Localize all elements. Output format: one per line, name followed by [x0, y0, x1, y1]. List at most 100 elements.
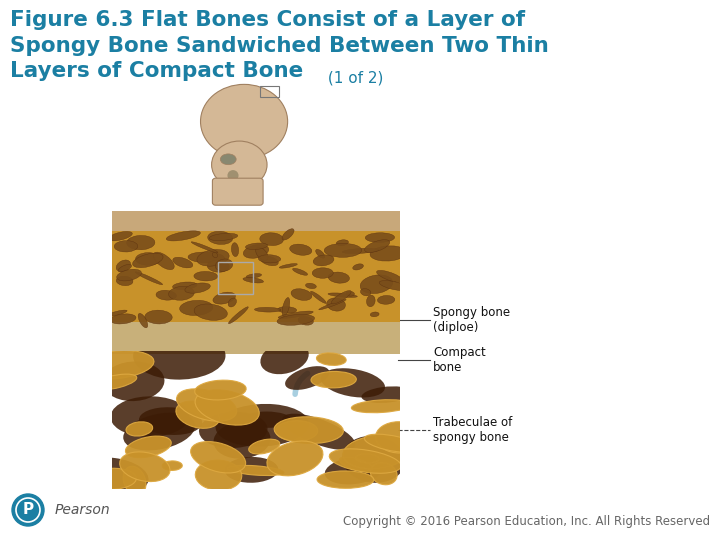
Ellipse shape [317, 353, 346, 366]
Ellipse shape [103, 361, 164, 401]
Text: (1 of 2): (1 of 2) [323, 70, 383, 85]
Ellipse shape [199, 412, 268, 448]
Ellipse shape [279, 264, 297, 268]
Bar [218, 262, 253, 294]
Ellipse shape [356, 454, 379, 463]
Ellipse shape [364, 240, 390, 252]
Ellipse shape [215, 404, 309, 447]
Ellipse shape [370, 246, 406, 261]
Ellipse shape [194, 272, 217, 281]
Ellipse shape [179, 300, 213, 315]
Ellipse shape [212, 252, 217, 258]
Ellipse shape [114, 241, 138, 252]
Ellipse shape [228, 307, 248, 323]
FancyBboxPatch shape [212, 178, 263, 205]
Ellipse shape [285, 366, 329, 390]
Ellipse shape [107, 310, 127, 316]
Ellipse shape [127, 235, 155, 250]
Ellipse shape [116, 260, 130, 272]
Ellipse shape [195, 460, 242, 490]
Ellipse shape [153, 252, 174, 269]
Ellipse shape [123, 466, 146, 496]
Ellipse shape [339, 457, 373, 471]
Ellipse shape [282, 229, 294, 240]
Bar [112, 322, 400, 354]
Ellipse shape [88, 468, 136, 489]
Ellipse shape [311, 372, 356, 388]
Ellipse shape [78, 350, 154, 379]
Ellipse shape [246, 274, 261, 278]
Ellipse shape [215, 259, 233, 271]
Ellipse shape [123, 413, 195, 450]
Text: P: P [22, 503, 34, 517]
Ellipse shape [76, 457, 148, 495]
Ellipse shape [361, 386, 412, 403]
Ellipse shape [329, 449, 401, 473]
Text: Figure 6.3 Flat Bones Consist of a Layer of
Spongy Bone Sandwiched Between Two T: Figure 6.3 Flat Bones Consist of a Layer… [10, 10, 549, 81]
Ellipse shape [120, 452, 170, 482]
Ellipse shape [231, 242, 238, 256]
Ellipse shape [317, 471, 374, 488]
Ellipse shape [212, 141, 267, 188]
Ellipse shape [135, 272, 163, 285]
Ellipse shape [342, 248, 379, 254]
Ellipse shape [173, 257, 193, 268]
Ellipse shape [145, 310, 172, 324]
Ellipse shape [162, 461, 182, 470]
FancyArrowPatch shape [295, 373, 307, 394]
Ellipse shape [176, 389, 237, 421]
Ellipse shape [116, 276, 133, 286]
Ellipse shape [319, 299, 346, 310]
Ellipse shape [277, 314, 315, 325]
Ellipse shape [313, 255, 334, 266]
Ellipse shape [291, 289, 312, 300]
Ellipse shape [312, 268, 333, 278]
Ellipse shape [315, 249, 325, 258]
Ellipse shape [365, 233, 395, 242]
Ellipse shape [156, 291, 176, 300]
Ellipse shape [260, 233, 284, 246]
Ellipse shape [194, 380, 246, 400]
Ellipse shape [282, 414, 356, 450]
Ellipse shape [194, 304, 228, 320]
Ellipse shape [214, 422, 271, 458]
Ellipse shape [228, 170, 238, 181]
Ellipse shape [370, 312, 379, 317]
Ellipse shape [256, 247, 268, 261]
Ellipse shape [258, 255, 281, 263]
Ellipse shape [289, 244, 312, 255]
Ellipse shape [328, 272, 349, 283]
Ellipse shape [364, 434, 420, 453]
Ellipse shape [310, 291, 326, 303]
Ellipse shape [246, 243, 268, 249]
Ellipse shape [213, 292, 235, 304]
Bar [112, 211, 400, 233]
Ellipse shape [125, 436, 171, 458]
Ellipse shape [343, 436, 409, 469]
Ellipse shape [173, 282, 197, 289]
Ellipse shape [248, 439, 280, 454]
Ellipse shape [135, 253, 161, 265]
Ellipse shape [168, 286, 194, 300]
Ellipse shape [324, 244, 361, 258]
Ellipse shape [377, 271, 403, 282]
Ellipse shape [305, 284, 316, 288]
Ellipse shape [225, 457, 279, 483]
Ellipse shape [298, 316, 313, 325]
Ellipse shape [176, 401, 220, 428]
Text: Trabeculae of
spongy bone: Trabeculae of spongy bone [433, 416, 512, 444]
Ellipse shape [327, 298, 346, 311]
Ellipse shape [278, 311, 313, 319]
Text: Copyright © 2016 Pearson Education, Inc. All Rights Reserved: Copyright © 2016 Pearson Education, Inc.… [343, 515, 710, 528]
Ellipse shape [192, 242, 218, 253]
Ellipse shape [243, 278, 264, 283]
Ellipse shape [267, 441, 323, 476]
Ellipse shape [353, 264, 364, 270]
Ellipse shape [200, 84, 288, 159]
Ellipse shape [261, 341, 309, 374]
Bar [112, 231, 400, 325]
Ellipse shape [376, 422, 423, 453]
Ellipse shape [117, 269, 141, 281]
Ellipse shape [282, 298, 289, 316]
Ellipse shape [261, 256, 278, 266]
